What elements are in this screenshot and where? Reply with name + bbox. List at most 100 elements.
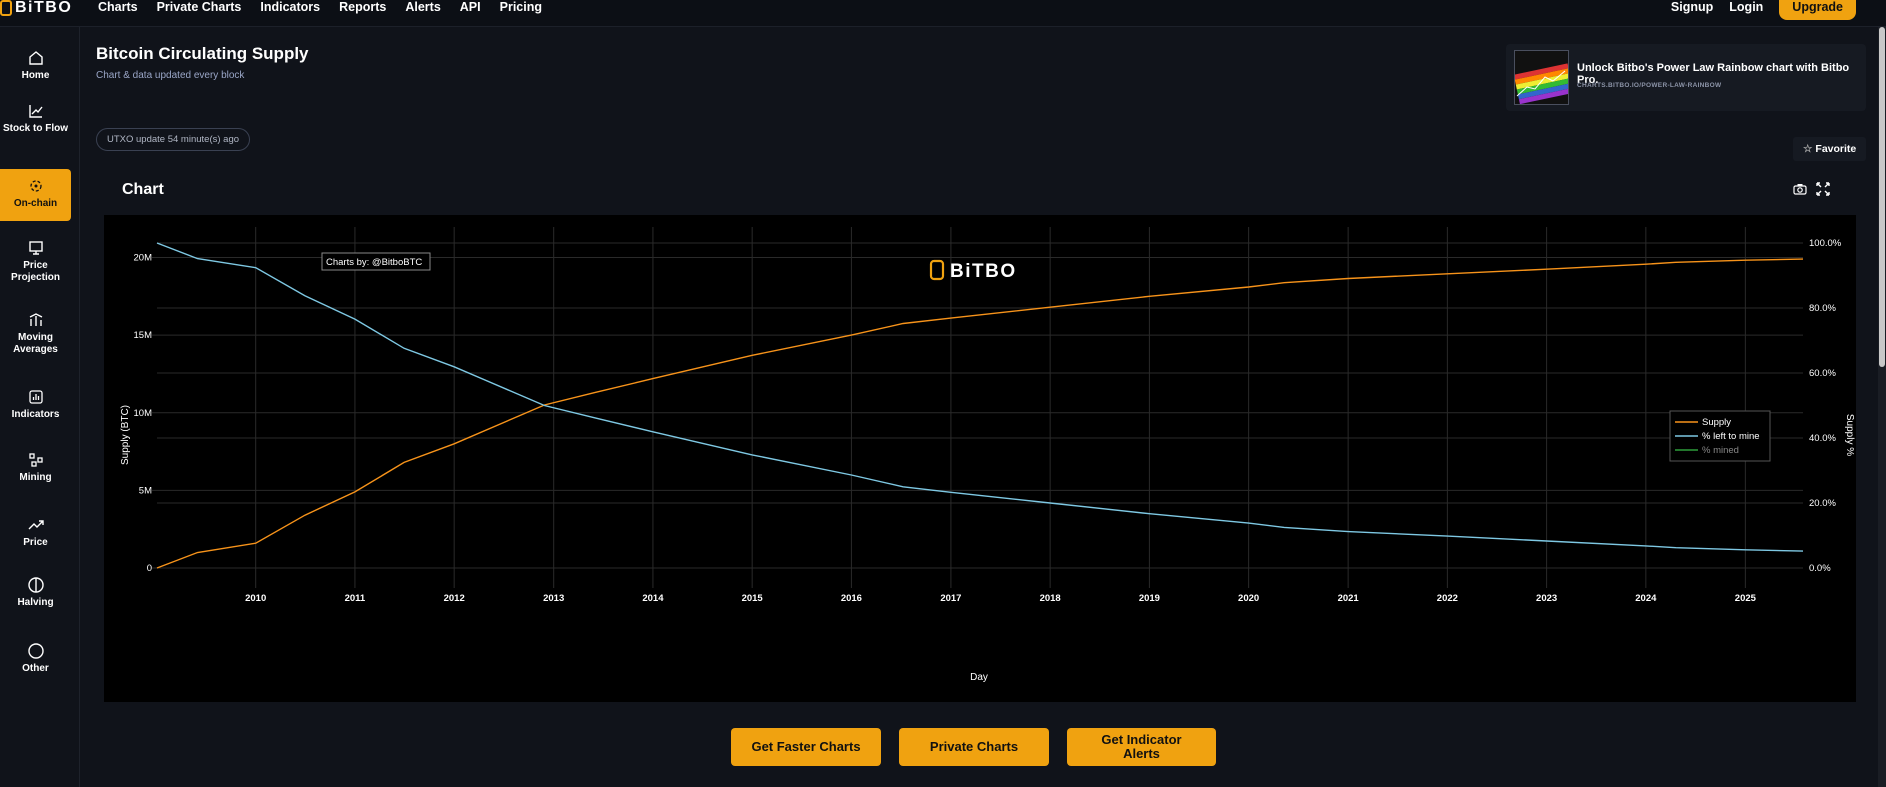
x-tick-label: 2025 <box>1735 593 1757 604</box>
utxo-status-badge: UTXO update 54 minute(s) ago <box>96 128 251 151</box>
halving-icon <box>27 577 44 593</box>
x-tick-label: 2024 <box>1635 593 1657 604</box>
y2-tick-label: 40.0% <box>1809 433 1836 444</box>
line-chart-icon <box>28 105 43 118</box>
login-link[interactable]: Login <box>1729 0 1764 14</box>
sidebar-item-mining[interactable]: Mining <box>0 451 71 484</box>
brand-name: BiTBO <box>15 0 73 16</box>
y2-tick-label: 80.0% <box>1809 303 1836 314</box>
upgrade-button[interactable]: Upgrade <box>1779 0 1856 20</box>
x-tick-label: 2017 <box>940 593 961 604</box>
trending-up-icon <box>28 520 44 530</box>
y2-tick-label: 20.0% <box>1809 498 1836 509</box>
x-tick-label: 2012 <box>444 593 465 604</box>
y-tick-label: 20M <box>134 253 153 264</box>
x-tick-label: 2020 <box>1238 593 1259 604</box>
sidebar-item-label: Halving <box>17 597 54 608</box>
promo-banner[interactable]: Unlock Bitbo's Power Law Rainbow chart w… <box>1506 44 1866 111</box>
sidebar-item-stock-to-flow[interactable]: Stock to Flow <box>0 102 71 135</box>
favorite-button[interactable]: ☆ Favorite <box>1793 137 1867 161</box>
x-axis-ticks: 2010 2011 2012 2013 2014 2015 2016 2017 2018 2019… <box>245 593 1757 604</box>
sidebar: Home Stock to Flow On-chain Price Projec… <box>0 27 80 787</box>
sidebar-item-indicators[interactable]: Indicators <box>0 388 71 421</box>
x-tick-label: 2011 <box>345 593 366 604</box>
sidebar-item-price-projection[interactable]: Price Projection <box>0 239 71 284</box>
chart-watermark: BiTBO <box>929 259 1017 282</box>
y-tick-label: 0 <box>147 563 152 574</box>
nav-charts[interactable]: Charts <box>98 0 138 14</box>
nav-api[interactable]: API <box>459 0 481 14</box>
auth-links: Signup Login Upgrade <box>1671 0 1886 20</box>
series-line-left-to-mine <box>156 242 1804 552</box>
page-scrollbar[interactable] <box>1878 27 1886 787</box>
promo-url: CHARTS.BITBO.IO/POWER-LAW-RAINBOW <box>1577 82 1722 89</box>
chart-heading: Chart <box>122 181 164 198</box>
nav-pricing[interactable]: Pricing <box>499 0 542 14</box>
scrollbar-thumb[interactable] <box>1879 27 1885 367</box>
camera-icon[interactable] <box>1793 183 1807 195</box>
presentation-icon <box>28 241 43 255</box>
bar-chart-icon <box>28 390 43 404</box>
legend-label-mined: % mined <box>1702 445 1739 456</box>
y-tick-label: 15M <box>134 330 153 341</box>
sidebar-item-label: Home <box>21 70 50 81</box>
network-icon <box>29 180 42 192</box>
main-nav: Charts Private Charts Indicators Reports… <box>98 0 561 14</box>
chart-series <box>156 242 1804 569</box>
sidebar-item-label: Price <box>23 537 48 548</box>
y2-tick-label: 60.0% <box>1809 368 1836 379</box>
series-line-supply <box>156 258 1804 569</box>
sidebar-item-moving-averages[interactable]: Moving Averages <box>0 311 71 356</box>
y2-tick-label: 100.0% <box>1809 238 1842 249</box>
x-tick-label: 2019 <box>1139 593 1160 604</box>
x-tick-label: 2021 <box>1338 593 1360 604</box>
bitbo-logo-icon <box>0 0 12 16</box>
page-subtitle: Chart & data updated every block <box>96 70 245 81</box>
y2-tick-label: 0.0% <box>1809 563 1831 574</box>
sidebar-item-on-chain[interactable]: On-chain <box>0 169 71 221</box>
nav-indicators[interactable]: Indicators <box>260 0 321 14</box>
chart-container: 2010 2011 2012 2013 2014 2015 2016 2017 2018 2019… <box>104 215 1856 702</box>
signup-link[interactable]: Signup <box>1670 0 1714 14</box>
sidebar-item-label: Other <box>22 663 49 674</box>
sidebar-item-halving[interactable]: Halving <box>0 576 71 609</box>
nav-private-charts[interactable]: Private Charts <box>156 0 242 14</box>
y2-axis-ticks: 0.0% 20.0% 40.0% 60.0% 80.0% 100.0% <box>1809 238 1842 574</box>
y-tick-label: 10M <box>134 408 153 419</box>
x-tick-label: 2015 <box>742 593 764 604</box>
watermark-text: BiTBO <box>950 261 1017 282</box>
x-tick-label: 2010 <box>245 593 266 604</box>
x-tick-label: 2016 <box>841 593 862 604</box>
top-navbar: BiTBO Charts Private Charts Indicators R… <box>0 0 1886 27</box>
supply-chart[interactable]: 2010 2011 2012 2013 2014 2015 2016 2017 2018 2019… <box>104 215 1856 702</box>
private-charts-button[interactable]: Private Charts <box>899 728 1049 766</box>
y-axis-ticks: 0 5M 10M 15M 20M <box>134 253 153 574</box>
x-tick-label: 2023 <box>1536 593 1557 604</box>
star-icon: ☆ <box>1803 143 1813 155</box>
get-indicator-alerts-button[interactable]: Get Indicator Alerts <box>1067 728 1216 766</box>
bitbo-logo[interactable]: BiTBO <box>0 0 72 16</box>
chart-credit-box: Charts by: @BitboBTC <box>321 252 431 271</box>
sidebar-item-home[interactable]: Home <box>0 49 71 82</box>
rainbow-chart-thumbnail <box>1514 50 1569 105</box>
promo-headline: Unlock Bitbo's Power Law Rainbow chart w… <box>1577 62 1850 86</box>
nav-alerts[interactable]: Alerts <box>405 0 441 14</box>
x-tick-label: 2013 <box>543 593 564 604</box>
sidebar-item-other[interactable]: Other <box>0 642 71 675</box>
sidebar-item-label: On-chain <box>13 198 58 209</box>
x-tick-label: 2018 <box>1040 593 1061 604</box>
sidebar-item-price[interactable]: Price <box>0 516 71 549</box>
chart-legend[interactable]: Supply % left to mine % mined <box>1669 410 1771 462</box>
sidebar-item-label: Moving Averages <box>13 332 58 355</box>
expand-icon[interactable] <box>1816 182 1830 196</box>
mining-icon <box>28 453 43 467</box>
get-faster-charts-button[interactable]: Get Faster Charts <box>731 728 881 766</box>
page-title: Bitcoin Circulating Supply <box>96 44 309 63</box>
y-tick-label: 5M <box>139 485 152 496</box>
chart-credit: Charts by: @BitboBTC <box>326 257 422 268</box>
y2-axis-title: Supply % <box>1844 414 1855 456</box>
home-icon <box>28 51 43 65</box>
legend-label-supply: Supply <box>1702 417 1731 428</box>
legend-label-left: % left to mine <box>1702 431 1760 442</box>
nav-reports[interactable]: Reports <box>339 0 387 14</box>
